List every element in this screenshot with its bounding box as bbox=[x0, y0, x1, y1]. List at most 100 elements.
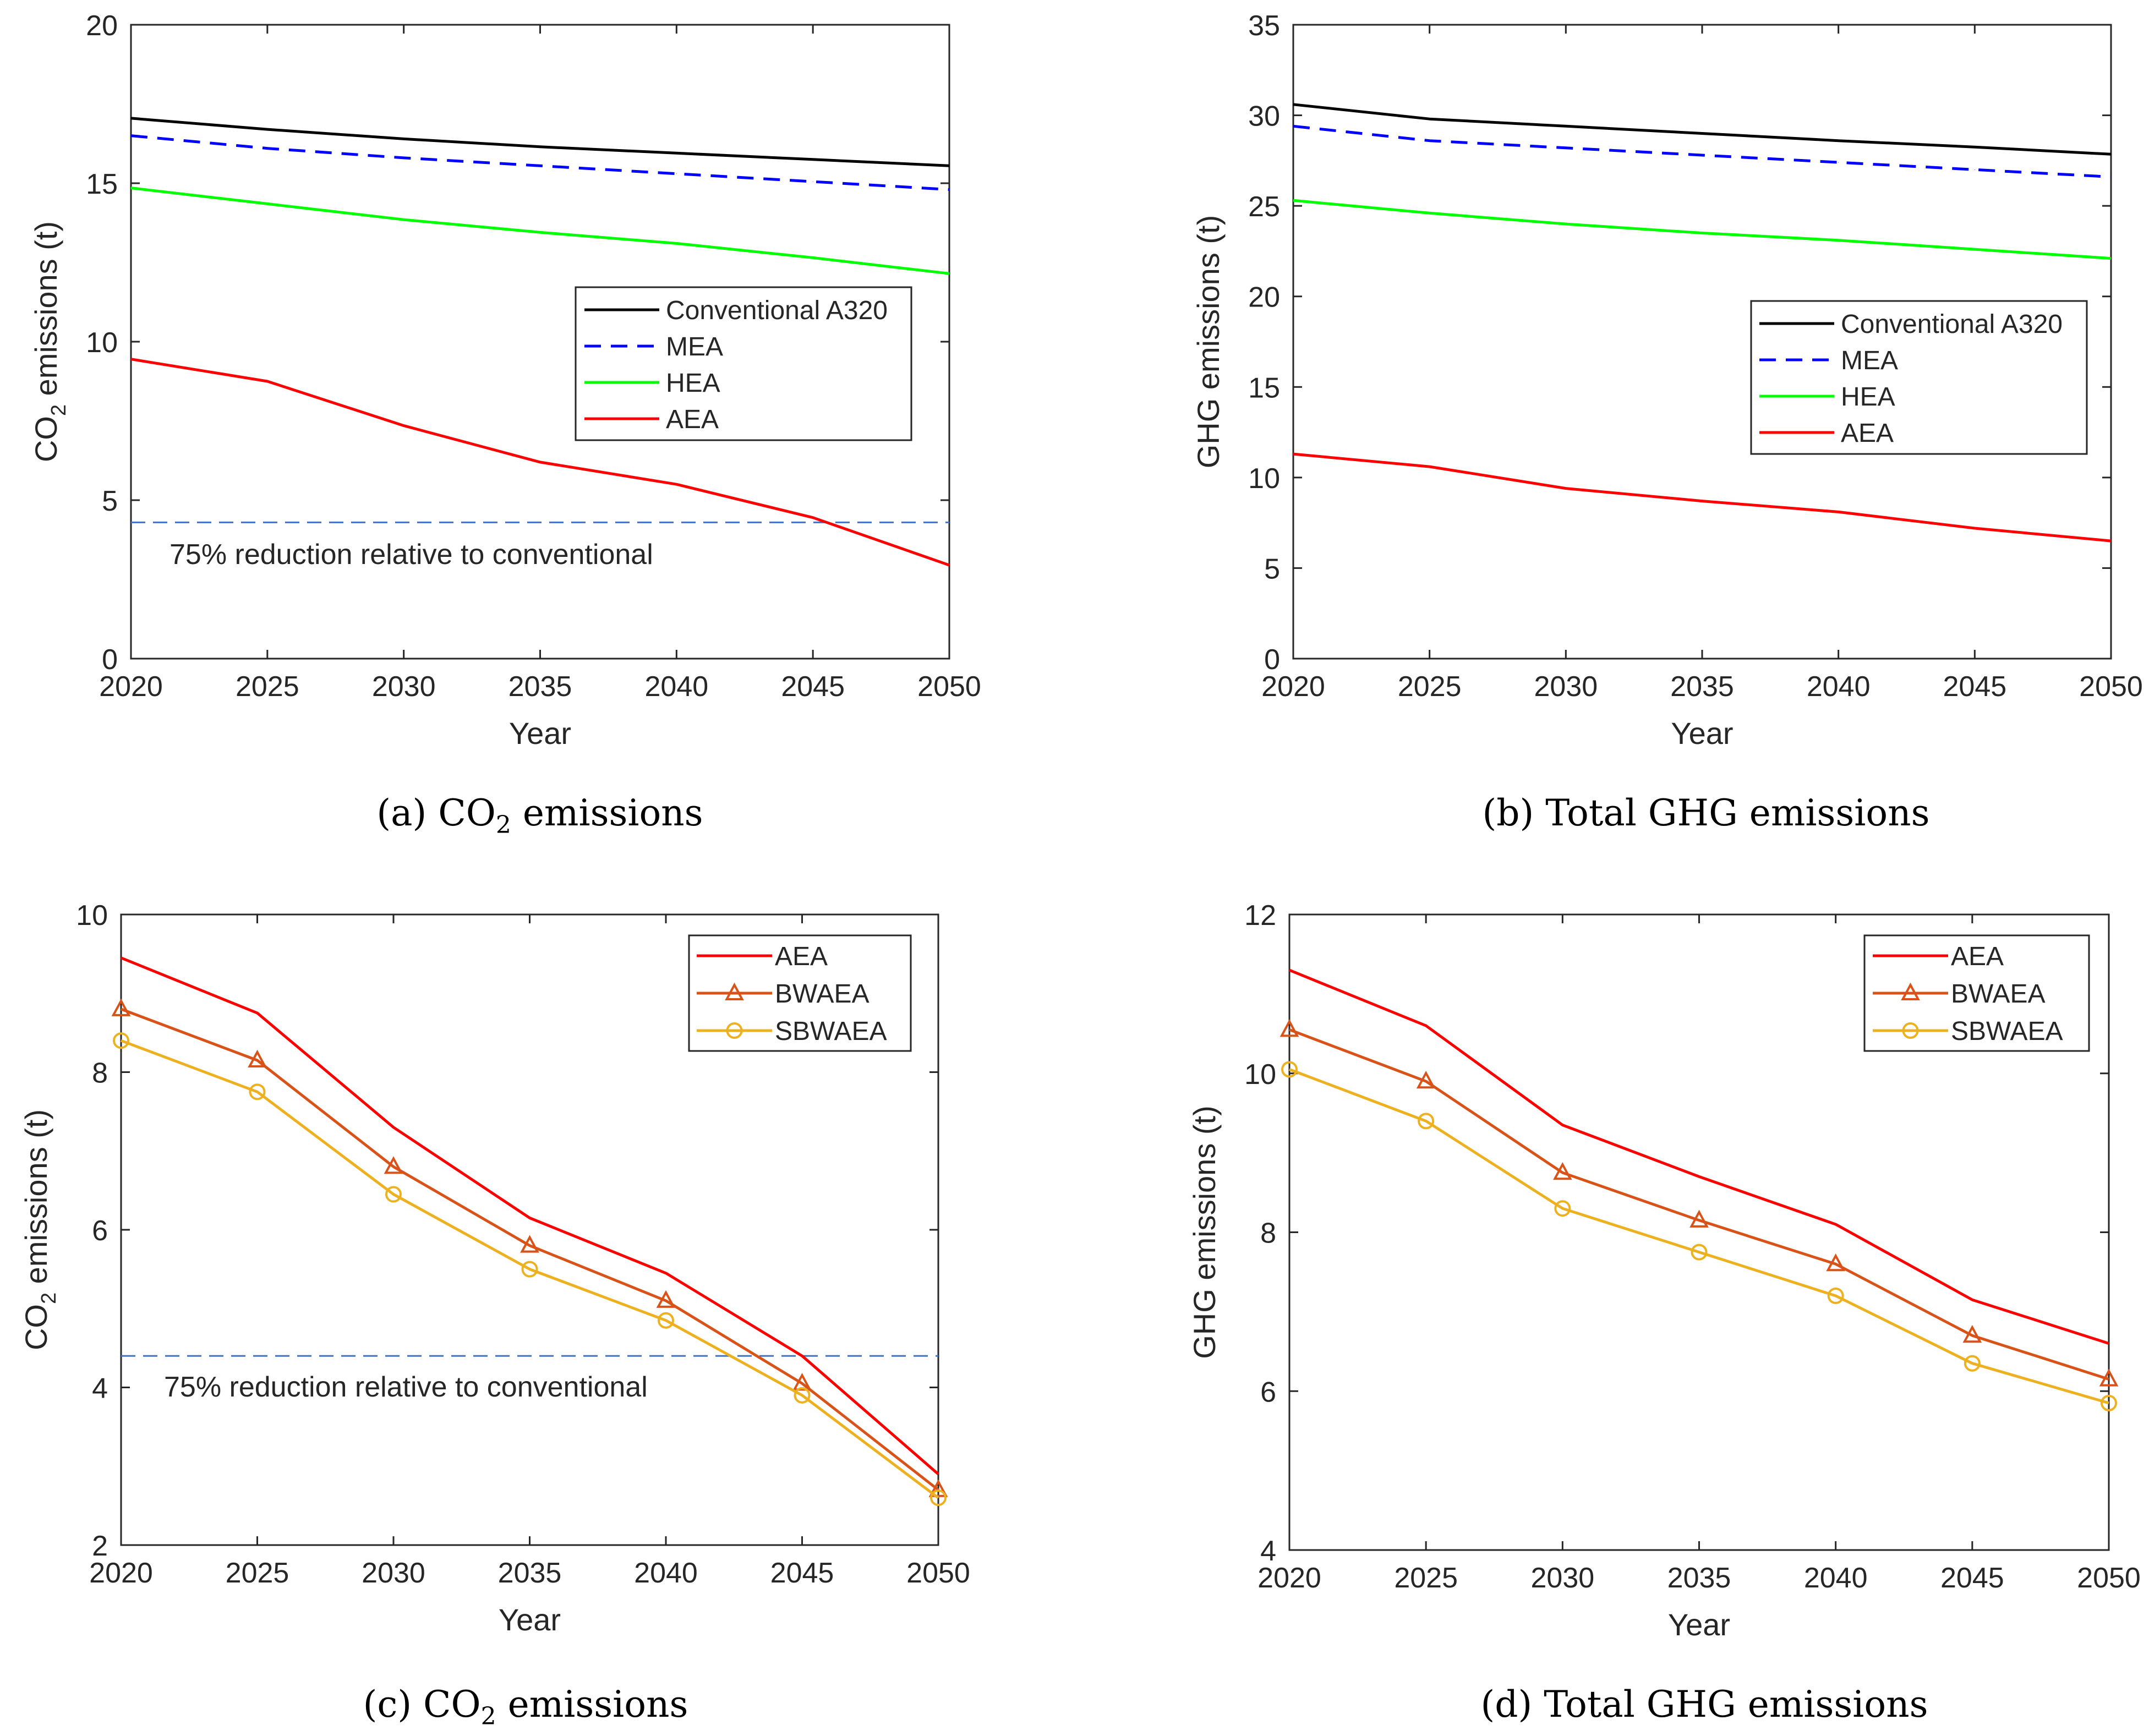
x-tick-label: 2045 bbox=[1943, 671, 2006, 703]
data-point-triangle bbox=[1552, 1162, 1572, 1180]
y-axis-label-sub: 2 bbox=[47, 404, 70, 416]
y-axis-label-rest: emissions (t) bbox=[19, 1109, 53, 1293]
x-tick-label: 2030 bbox=[372, 671, 436, 703]
data-point-circle bbox=[930, 1489, 947, 1507]
legend: AEA BWAEA SBWAEA bbox=[1863, 934, 2090, 1052]
x-axis-label: Year bbox=[509, 716, 571, 751]
x-tick-label: 2040 bbox=[634, 1557, 698, 1589]
data-point-circle bbox=[1418, 1113, 1435, 1130]
y-tick-label: 6 bbox=[1260, 1376, 1276, 1408]
x-tick-label: 2025 bbox=[1394, 1562, 1458, 1594]
y-tick-label: 25 bbox=[1248, 191, 1280, 223]
data-point-circle bbox=[521, 1261, 538, 1278]
series-aea bbox=[130, 358, 950, 567]
legend-label: HEA bbox=[1841, 382, 1895, 412]
x-tick-label: 2025 bbox=[1398, 671, 1462, 703]
x-tick-label: 2030 bbox=[1530, 1562, 1594, 1594]
y-axis-label: CO2 emissions (t) bbox=[19, 1109, 61, 1350]
data-point-triangle bbox=[520, 1235, 539, 1253]
data-point-triangle bbox=[384, 1156, 403, 1174]
legend-marker-circle bbox=[1902, 1022, 1919, 1039]
data-point-triangle bbox=[1689, 1209, 1709, 1228]
chart-panel-c: 2020 2025 2030 2035 2040 2045 2050 2 4 6 8 10 Year CO… bbox=[19, 900, 970, 1730]
y-axis-label: CO2 emissions (t) bbox=[29, 221, 70, 462]
data-point bbox=[1835, 1224, 1836, 1225]
series-aea bbox=[1293, 452, 2112, 543]
legend-box bbox=[575, 286, 912, 441]
series-line bbox=[1289, 1068, 2109, 1405]
y-tick-label: 8 bbox=[92, 1058, 108, 1089]
data-point bbox=[676, 152, 677, 154]
x-tick-label: 2030 bbox=[1534, 671, 1598, 703]
series-mea bbox=[130, 134, 950, 191]
x-axis-label: Year bbox=[1671, 716, 1733, 751]
chart-panel-a: 2020 2025 2030 2035 2040 2045 2050 0 5 10 15 20 Year… bbox=[29, 10, 981, 839]
series-line bbox=[121, 1007, 939, 1491]
y-tick-label: 10 bbox=[76, 900, 108, 932]
data-point bbox=[1838, 162, 1839, 163]
x-tick-label: 2040 bbox=[1804, 1562, 1868, 1594]
x-tick-label: 2050 bbox=[917, 671, 981, 703]
panel-caption: (c) CO2 emissions bbox=[363, 1683, 688, 1730]
data-point-circle bbox=[249, 1083, 266, 1100]
y-axis-label-rest: emissions (t) bbox=[29, 221, 63, 404]
data-point-triangle bbox=[111, 998, 131, 1016]
series-sbwaea bbox=[113, 1032, 947, 1507]
y-tick-label: 10 bbox=[1248, 463, 1280, 495]
legend-label: Conventional A320 bbox=[666, 296, 888, 325]
x-tick-label: 2020 bbox=[99, 671, 163, 703]
y-tick-label: 0 bbox=[102, 644, 118, 676]
series-line bbox=[121, 1039, 939, 1499]
y-tick-label: 4 bbox=[92, 1373, 108, 1405]
series-aea bbox=[1289, 968, 2109, 1345]
caption-main: (c) CO bbox=[363, 1683, 481, 1726]
data-point-circle bbox=[1964, 1355, 1981, 1372]
legend-label: Conventional A320 bbox=[1841, 310, 2063, 339]
data-point bbox=[949, 189, 950, 190]
x-tick-label: 2050 bbox=[2079, 671, 2143, 703]
data-point bbox=[1702, 133, 1703, 134]
caption-sub: 2 bbox=[481, 1702, 496, 1730]
x-tick-label: 2025 bbox=[236, 671, 299, 703]
data-point-circle bbox=[385, 1186, 402, 1203]
y-tick-label: 20 bbox=[1248, 282, 1280, 314]
legend-marker-triangle bbox=[725, 982, 744, 1000]
data-point bbox=[1289, 970, 1290, 971]
series-line bbox=[1289, 1028, 2109, 1381]
data-point-circle bbox=[1691, 1244, 1708, 1261]
series-mea bbox=[1293, 124, 2112, 178]
legend: AEA BWAEA SBWAEA bbox=[688, 934, 912, 1052]
legend-label: SBWAEA bbox=[1951, 1017, 2063, 1046]
y-axis-label-sub: 2 bbox=[37, 1293, 61, 1304]
legend-label: AEA bbox=[1841, 419, 1894, 448]
chart-panel-b: 2020 2025 2030 2035 2040 2045 2050051015202530… bbox=[1191, 10, 2143, 834]
legend-label: MEA bbox=[1841, 346, 1898, 375]
y-tick-label: 15 bbox=[1248, 372, 1280, 404]
panel-caption: (a) CO2 emissions bbox=[376, 792, 703, 839]
x-tick-label: 2020 bbox=[89, 1557, 153, 1589]
legend-marker-triangle bbox=[1901, 982, 1920, 1000]
y-axis-label: GHG emissions (t) bbox=[1187, 1105, 1222, 1359]
x-tick-label: 2035 bbox=[1670, 671, 1734, 703]
series-conventional-a320 bbox=[130, 117, 950, 167]
y-tick-label: 30 bbox=[1248, 101, 1280, 133]
series-bwaea bbox=[1279, 1019, 2119, 1387]
data-point bbox=[949, 565, 950, 566]
reference-label: 75% reduction relative to conventional bbox=[169, 539, 653, 571]
data-point-circle bbox=[658, 1312, 674, 1329]
legend-label: HEA bbox=[666, 369, 720, 398]
series-bwaea bbox=[111, 998, 948, 1497]
y-axis-label-main: CO bbox=[19, 1304, 53, 1350]
x-tick-label: 2035 bbox=[508, 671, 572, 703]
data-point bbox=[1838, 140, 1839, 141]
caption-rest: emissions bbox=[511, 792, 703, 834]
y-tick-label: 10 bbox=[86, 327, 118, 359]
series-hea bbox=[1293, 199, 2112, 260]
data-point-circle bbox=[1827, 1288, 1844, 1304]
x-tick-label: 2020 bbox=[1257, 1562, 1321, 1594]
x-tick-label: 2045 bbox=[1940, 1562, 2004, 1594]
series-aea bbox=[121, 956, 939, 1475]
data-point-triangle bbox=[1279, 1019, 1299, 1037]
x-tick-label: 2045 bbox=[781, 671, 845, 703]
